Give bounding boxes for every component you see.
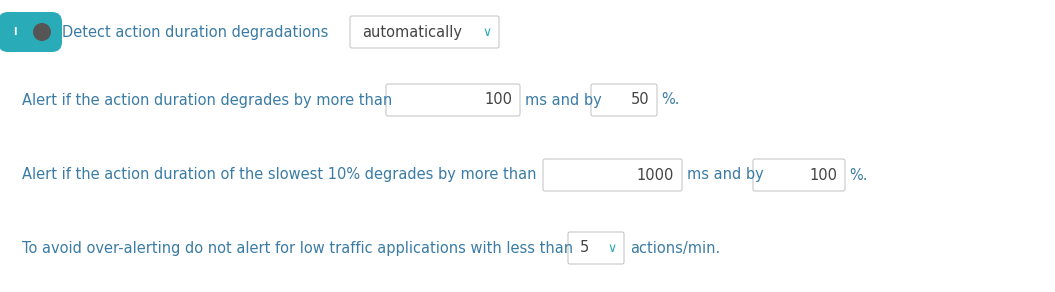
FancyBboxPatch shape [0,12,62,52]
Circle shape [33,23,51,41]
FancyBboxPatch shape [753,159,845,191]
Text: 5: 5 [580,241,590,256]
FancyBboxPatch shape [543,159,682,191]
Text: ms and by: ms and by [687,168,764,182]
Text: %.: %. [849,168,867,182]
Text: actions/min.: actions/min. [630,241,721,256]
FancyBboxPatch shape [386,84,520,116]
Text: To avoid over-alerting do not alert for low traffic applications with less than: To avoid over-alerting do not alert for … [22,241,573,256]
FancyBboxPatch shape [591,84,657,116]
Text: automatically: automatically [362,25,462,39]
Text: %.: %. [661,93,679,107]
Text: 100: 100 [484,93,512,107]
Text: ms and by: ms and by [525,93,601,107]
FancyBboxPatch shape [350,16,499,48]
Text: ∨: ∨ [608,241,616,255]
Text: Alert if the action duration degrades by more than: Alert if the action duration degrades by… [22,93,392,107]
Text: I: I [14,27,17,37]
Text: Alert if the action duration of the slowest 10% degrades by more than: Alert if the action duration of the slow… [22,168,537,182]
Text: 50: 50 [631,93,649,107]
Text: 100: 100 [809,168,837,182]
FancyBboxPatch shape [568,232,624,264]
Text: 1000: 1000 [636,168,674,182]
Text: Detect action duration degradations: Detect action duration degradations [62,25,328,39]
Text: ∨: ∨ [482,25,492,39]
